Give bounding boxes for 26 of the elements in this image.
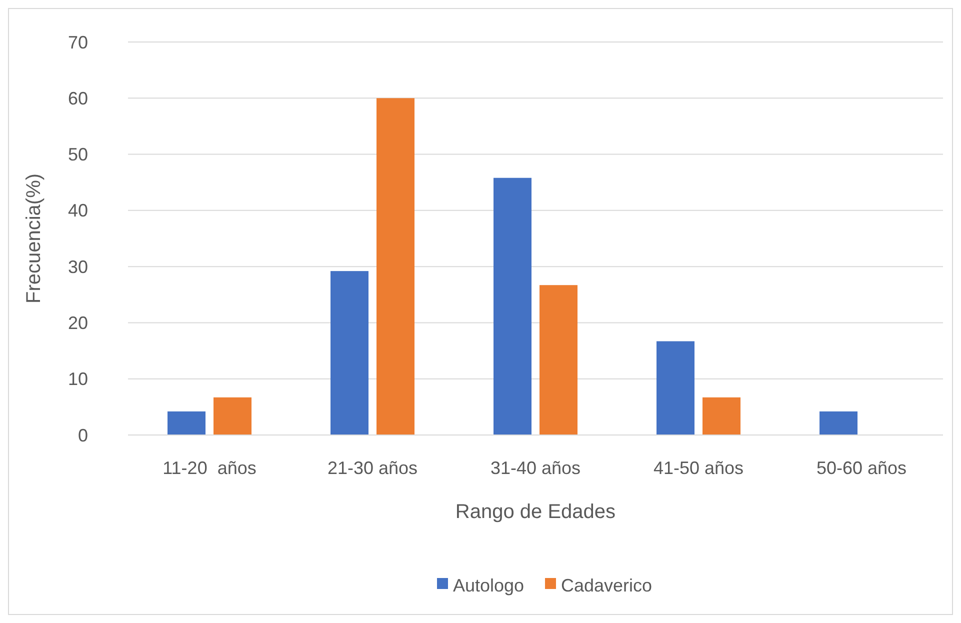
bar (376, 98, 414, 435)
x-tick-label: 41-50 años (653, 458, 744, 478)
y-tick-label: 50 (68, 144, 88, 165)
bar (494, 178, 532, 435)
legend-label: Cadaverico (561, 575, 652, 596)
y-tick-label: 40 (68, 200, 88, 221)
x-axis-title: Rango de Edades (455, 501, 616, 523)
bar (702, 397, 740, 435)
x-tick-label: 50-60 años (816, 458, 907, 478)
y-tick-label: 60 (68, 88, 88, 108)
x-tick-label: 31-40 años (490, 458, 581, 478)
bar (656, 341, 694, 435)
legend-label: Autologo (453, 575, 524, 596)
bar (540, 285, 578, 435)
y-tick-label: 70 (68, 32, 88, 52)
x-tick-label: 21-30 años (327, 458, 418, 478)
bar (820, 411, 858, 435)
y-tick-label: 30 (68, 256, 88, 277)
y-tick-label: 10 (68, 369, 88, 390)
bar (168, 411, 206, 435)
y-tick-label: 20 (68, 313, 88, 334)
x-tick-label: 11-20 años (162, 458, 256, 478)
bar (330, 271, 368, 435)
bar (214, 397, 252, 435)
y-tick-label: 0 (78, 425, 88, 446)
y-axis-title: Frecuencia(%) (23, 173, 45, 304)
